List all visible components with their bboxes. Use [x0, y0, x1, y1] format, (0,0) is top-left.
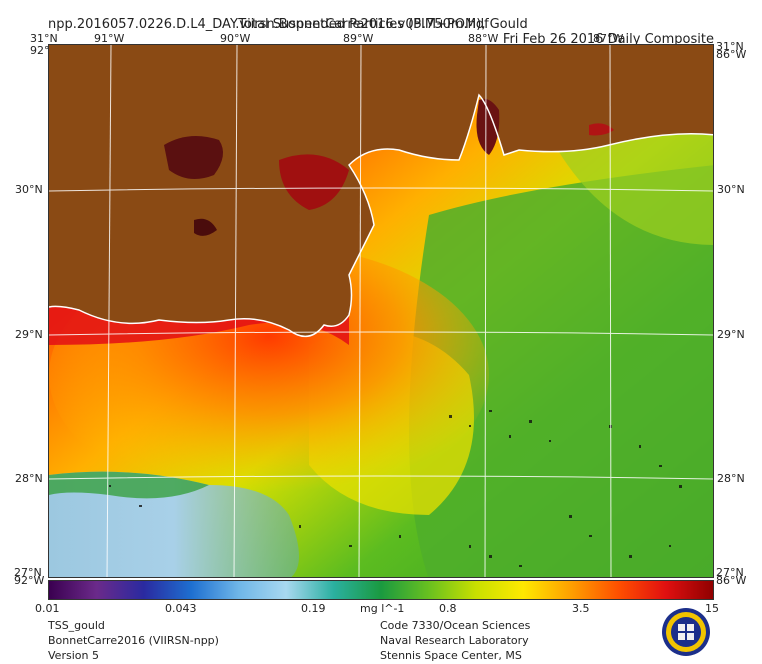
filename-label: npp.2016057.0226.D.L4_DAY.viirsn.BonnetC…	[48, 17, 489, 32]
breton-sound	[279, 154, 349, 210]
colorbar-tick-2: 0.19	[301, 602, 326, 615]
nrl-seal-icon	[662, 608, 710, 656]
footer-code: Code 7330/Ocean Sciences	[380, 619, 531, 632]
map-header: npp.2016057.0226.D.L4_DAY.viirsn.BonnetC…	[48, 2, 718, 47]
lon-label-87: 87°W	[593, 32, 624, 45]
lake-pontchartrain	[164, 136, 223, 179]
colorbar-tick-1: 0.043	[165, 602, 197, 615]
footer-lab: Naval Research Laboratory	[380, 634, 529, 647]
land	[49, 45, 713, 337]
lat-label-bottom-right: 27°N	[716, 566, 744, 579]
tss-map[interactable]	[48, 44, 714, 578]
footer-region: BonnetCarre2016 (VIIRSN-npp)	[48, 634, 219, 647]
mobile-bay	[476, 98, 500, 155]
clear-water	[49, 471, 299, 577]
footer-location: Stennis Space Center, MS	[380, 649, 522, 662]
colorbar-tick-3: 0.8	[439, 602, 457, 615]
lon-label-top-right: 86°W	[716, 48, 747, 61]
colorbar-unit: mg l^-1	[360, 602, 405, 615]
lat-label-30-left: 30°N	[15, 183, 43, 196]
lat-label-top-left: 31°N	[30, 32, 58, 45]
lon-label-89: 89°W	[343, 32, 374, 45]
lat-label-28-right: 28°N	[717, 472, 745, 485]
lat-label-top-right: 31°N	[716, 40, 744, 53]
graticule	[49, 45, 713, 577]
colorbar-tick-5: 15	[705, 602, 719, 615]
mid-tss-zone-east	[549, 130, 713, 245]
lake-small	[194, 218, 217, 236]
lon-label-bottom-right: 86°W	[716, 574, 747, 587]
lat-label-29-left: 29°N	[15, 328, 43, 341]
colorbar	[48, 580, 714, 600]
cloud-mask	[109, 410, 682, 567]
lon-label-bottom-left: 92°W	[14, 574, 45, 587]
coastline	[49, 93, 713, 338]
lat-label-29-right: 29°N	[717, 328, 745, 341]
lon-label-90: 90°W	[220, 32, 251, 45]
footer-version: Version 5	[48, 649, 99, 662]
product-title: Total Suspended Particles (PIM+POM), Gou…	[238, 17, 528, 32]
lon-label-88: 88°W	[468, 32, 499, 45]
colorbar-tick-0: 0.01	[35, 602, 60, 615]
lat-label-30-right: 30°N	[717, 183, 745, 196]
lat-label-bottom-left: 27°N	[14, 566, 42, 579]
pensacola-bay	[589, 123, 614, 136]
footer-product: TSS_gould	[48, 619, 105, 632]
lon-label-91: 91°W	[94, 32, 125, 45]
date-label: Fri Feb 26 2016 Daily Composite	[502, 32, 714, 47]
map-canvas	[49, 45, 713, 577]
lat-label-28-left: 28°N	[15, 472, 43, 485]
colorbar-tick-4: 3.5	[572, 602, 590, 615]
